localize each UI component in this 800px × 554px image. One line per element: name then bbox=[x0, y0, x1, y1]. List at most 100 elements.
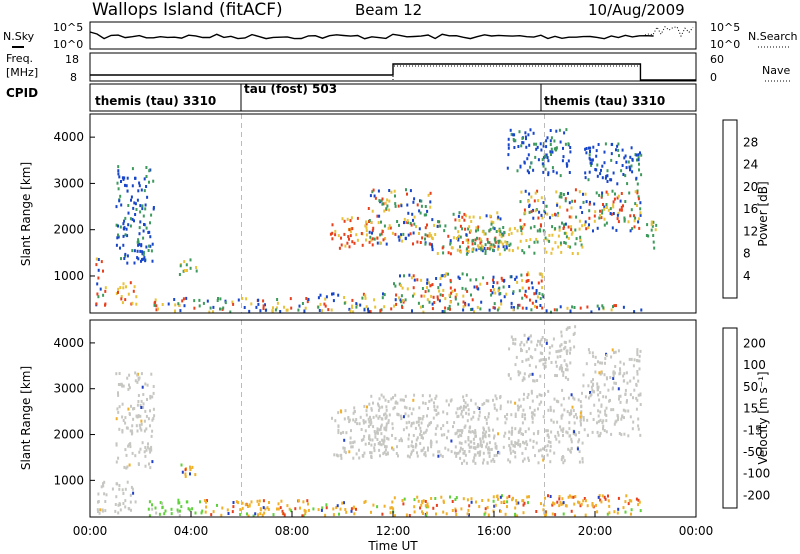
data-cell bbox=[523, 161, 526, 165]
data-cell bbox=[570, 225, 573, 229]
data-cell bbox=[493, 237, 496, 241]
data-cell bbox=[487, 498, 490, 502]
data-cell bbox=[419, 442, 422, 445]
data-cell bbox=[497, 450, 500, 454]
data-cell bbox=[619, 199, 622, 203]
data-cell bbox=[544, 365, 547, 369]
data-cell bbox=[637, 417, 640, 421]
data-cell bbox=[620, 208, 623, 212]
data-cell bbox=[542, 358, 545, 361]
data-cell bbox=[623, 416, 625, 420]
data-cell bbox=[406, 454, 409, 458]
data-cell bbox=[596, 385, 599, 389]
data-cell bbox=[337, 411, 340, 415]
data-cell bbox=[601, 191, 604, 195]
data-cell bbox=[463, 451, 466, 455]
data-cell bbox=[552, 337, 555, 341]
data-cell bbox=[173, 298, 176, 301]
data-cell bbox=[353, 406, 356, 410]
data-cell bbox=[424, 290, 427, 294]
data-cell bbox=[532, 439, 535, 443]
data-cell bbox=[373, 194, 376, 198]
data-cell bbox=[120, 180, 122, 183]
data-cell bbox=[474, 238, 477, 242]
data-cell bbox=[389, 226, 392, 230]
data-cell bbox=[617, 418, 619, 422]
data-cell bbox=[502, 226, 505, 229]
data-cell bbox=[129, 224, 132, 228]
data-cell bbox=[470, 445, 473, 449]
data-cell bbox=[434, 233, 437, 236]
data-cell bbox=[468, 449, 471, 453]
data-cell bbox=[638, 500, 641, 504]
data-cell bbox=[488, 241, 491, 245]
data-cell bbox=[364, 294, 367, 298]
data-cell bbox=[529, 128, 532, 132]
data-cell bbox=[370, 238, 373, 242]
data-cell bbox=[201, 509, 204, 513]
data-cell bbox=[427, 424, 429, 428]
data-cell bbox=[205, 500, 207, 504]
data-cell bbox=[494, 394, 497, 398]
data-cell bbox=[368, 437, 371, 441]
data-cell bbox=[410, 223, 413, 227]
data-cell bbox=[431, 237, 434, 241]
data-cell bbox=[199, 500, 201, 504]
data-cell bbox=[373, 237, 376, 241]
data-cell bbox=[563, 340, 566, 344]
data-cell bbox=[117, 172, 120, 176]
data-cell bbox=[507, 373, 510, 377]
data-cell bbox=[537, 431, 540, 435]
data-cell bbox=[612, 212, 615, 215]
data-cell bbox=[430, 439, 432, 443]
data-cell bbox=[483, 401, 486, 405]
data-cell bbox=[549, 150, 552, 154]
data-cell bbox=[613, 381, 616, 385]
data-cell bbox=[526, 396, 529, 399]
data-cell bbox=[420, 278, 423, 282]
data-cell bbox=[128, 373, 131, 377]
data-cell bbox=[348, 245, 351, 249]
data-cell bbox=[525, 440, 528, 444]
data-cell bbox=[531, 372, 534, 376]
data-cell bbox=[412, 434, 415, 437]
data-cell bbox=[138, 232, 141, 236]
data-cell bbox=[512, 449, 515, 453]
data-cell bbox=[459, 446, 462, 450]
data-cell bbox=[496, 211, 499, 215]
data-cell bbox=[588, 223, 590, 227]
data-cell bbox=[412, 200, 415, 204]
data-cell bbox=[455, 411, 458, 415]
data-cell bbox=[497, 215, 500, 219]
data-cell bbox=[368, 442, 370, 445]
data-cell bbox=[499, 509, 502, 513]
data-cell bbox=[550, 430, 553, 434]
data-cell bbox=[507, 153, 510, 157]
data-cell bbox=[371, 438, 374, 442]
data-cell bbox=[584, 513, 587, 517]
data-cell bbox=[373, 449, 376, 453]
data-cell bbox=[556, 500, 559, 504]
data-cell bbox=[391, 422, 394, 426]
data-cell bbox=[538, 210, 541, 214]
data-cell bbox=[383, 224, 386, 228]
data-cell bbox=[633, 310, 636, 314]
data-cell bbox=[527, 133, 530, 137]
velocity-data bbox=[96, 320, 642, 518]
data-cell bbox=[603, 495, 606, 499]
data-cell bbox=[449, 278, 452, 282]
data-cell bbox=[493, 504, 496, 508]
data-cell bbox=[378, 199, 381, 203]
data-cell bbox=[479, 439, 482, 443]
data-cell bbox=[555, 171, 558, 175]
data-cell bbox=[561, 366, 564, 370]
data-cell bbox=[102, 484, 105, 488]
data-cell bbox=[547, 171, 550, 175]
data-cell bbox=[527, 279, 530, 282]
data-cell bbox=[433, 401, 435, 405]
data-cell bbox=[562, 501, 565, 505]
data-cell bbox=[529, 165, 532, 169]
data-cell bbox=[505, 242, 508, 246]
data-cell bbox=[489, 245, 492, 249]
data-cell bbox=[477, 225, 480, 229]
